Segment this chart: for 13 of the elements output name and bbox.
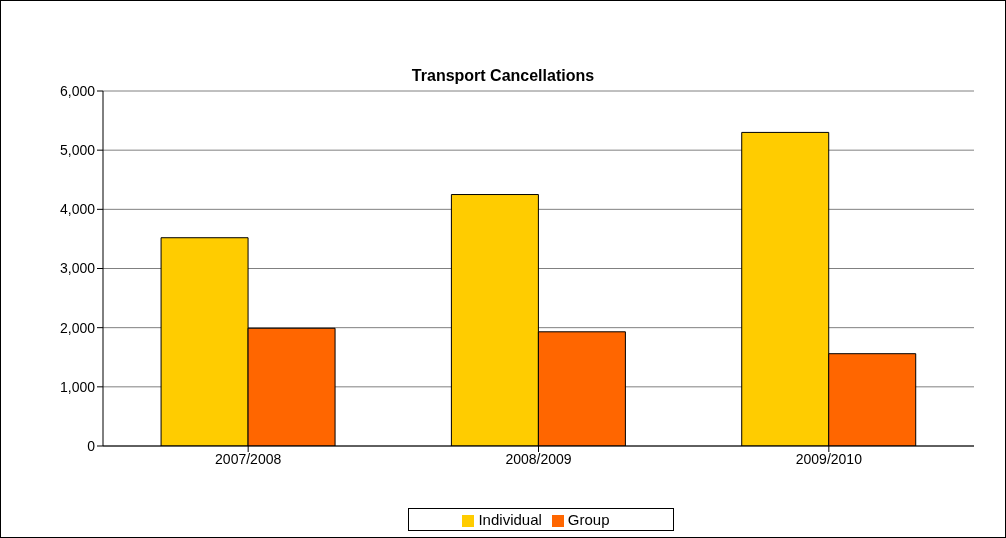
y-tick-label: 1,000: [59, 378, 96, 395]
legend-label: Group: [567, 511, 610, 528]
y-tick-label: 2,000: [59, 319, 96, 336]
y-tick-label: 4,000: [59, 201, 96, 218]
x-tick-label: 2007/2008: [215, 450, 282, 467]
y-tick-label: 5,000: [59, 142, 96, 159]
chart-title: Transport Cancellations: [411, 67, 595, 84]
x-tick-label: 2008/2009: [505, 450, 572, 467]
legend-label: Individual: [478, 511, 542, 528]
y-tick-label: 0: [87, 437, 96, 454]
y-tick-label: 3,000: [59, 260, 96, 277]
y-tick-label: 6,000: [59, 82, 96, 99]
x-tick-label: 2009/2010: [795, 450, 863, 467]
